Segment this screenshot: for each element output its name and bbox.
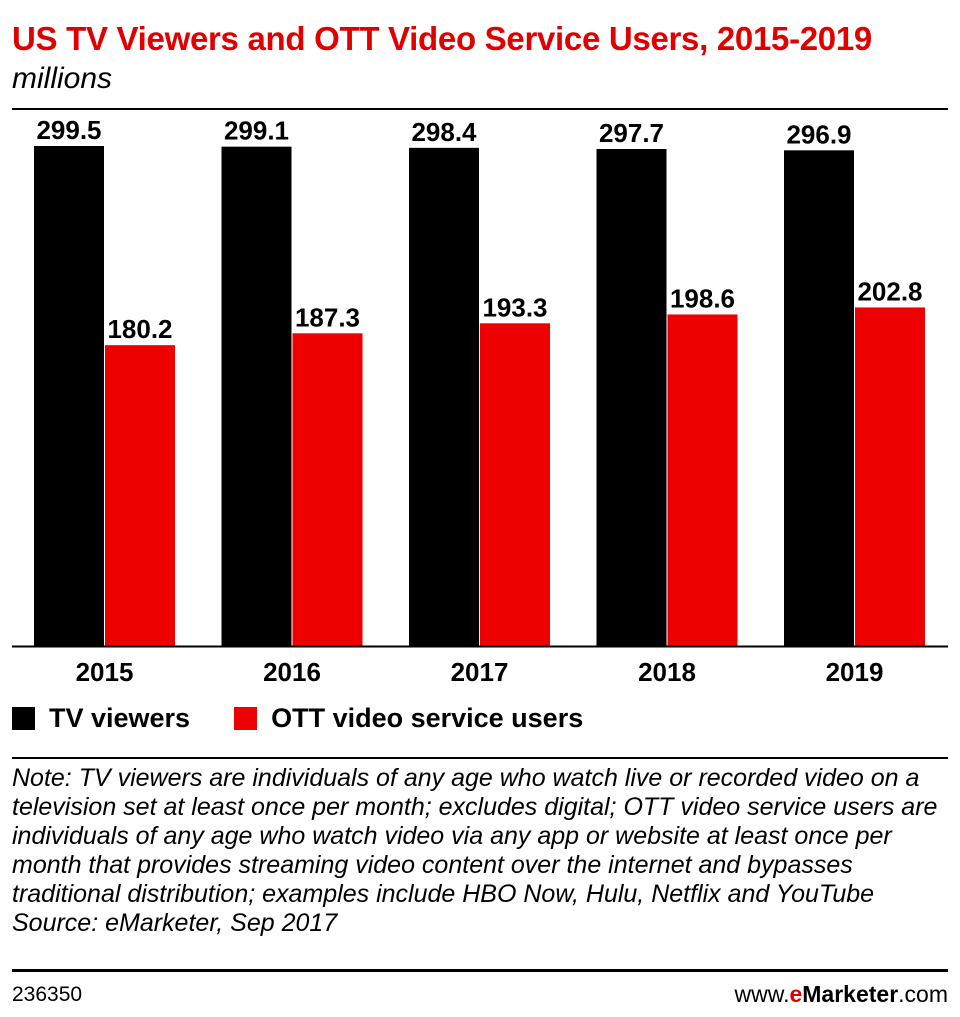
bar-ott-2015 (105, 345, 175, 646)
data-label-tv-2019: 296.9 (786, 119, 851, 149)
data-label-tv-2018: 297.7 (599, 118, 664, 148)
legend-label-tv-viewers: TV viewers (49, 703, 191, 733)
logo-e: e (789, 981, 803, 1007)
chart-subtitle: millions (12, 62, 113, 95)
data-label-ott-2016: 187.3 (295, 302, 360, 332)
logo-prefix: www. (734, 981, 790, 1007)
bar-ott-2016 (292, 333, 363, 646)
legend-label-ott-users: OTT video service users (271, 703, 584, 733)
legend-item-ott-users: OTT video service users (234, 703, 583, 734)
x-tick-2019: 2019 (826, 657, 884, 687)
bar-tv-2019 (784, 150, 854, 646)
bar-tv-2018 (596, 149, 667, 646)
data-label-tv-2016: 299.1 (224, 116, 289, 146)
data-label-ott-2018: 198.6 (670, 283, 735, 313)
chart-legend: TV viewers OTT video service users (12, 703, 627, 734)
bar-tv-2016 (221, 146, 292, 646)
bar-tv-2017 (409, 147, 479, 646)
chart-title: US TV Viewers and OTT Video Service User… (12, 20, 872, 57)
legend-swatch-ott-users (234, 707, 258, 730)
x-tick-2016: 2016 (263, 657, 321, 687)
bar-ott-2017 (480, 323, 550, 646)
chart-note: Note: TV viewers are individuals of any … (12, 764, 948, 938)
note-text: Note: TV viewers are individuals of any … (12, 764, 938, 908)
data-label-ott-2017: 193.3 (482, 292, 547, 322)
x-tick-2017: 2017 (451, 657, 509, 687)
emarketer-logo: www.eMarketer.com (735, 981, 948, 1008)
legend-swatch-tv-viewers (12, 707, 35, 730)
title-divider (12, 108, 948, 110)
data-label-tv-2017: 298.4 (411, 117, 477, 147)
data-label-ott-2015: 180.2 (107, 314, 172, 344)
bar-tv-2015 (34, 146, 104, 646)
legend-item-tv-viewers: TV viewers (12, 703, 190, 734)
note-divider (12, 757, 948, 759)
bar-ott-2019 (855, 307, 925, 646)
source-text: Source: eMarketer, Sep 2017 (12, 909, 338, 937)
x-tick-2018: 2018 (638, 657, 696, 687)
footer-divider (12, 969, 948, 972)
bar-ott-2018 (667, 314, 738, 646)
x-tick-2015: 2015 (76, 657, 134, 687)
data-label-ott-2019: 202.8 (857, 276, 922, 306)
bar-chart: 299.5 180.2 2015 299.1 187.3 2016 298.4 193.3 20… (12, 115, 948, 687)
data-label-tv-2015: 299.5 (36, 115, 101, 145)
logo-suffix: .com (898, 981, 948, 1007)
chart-id: 236350 (12, 983, 83, 1006)
logo-name: Marketer (802, 981, 899, 1007)
